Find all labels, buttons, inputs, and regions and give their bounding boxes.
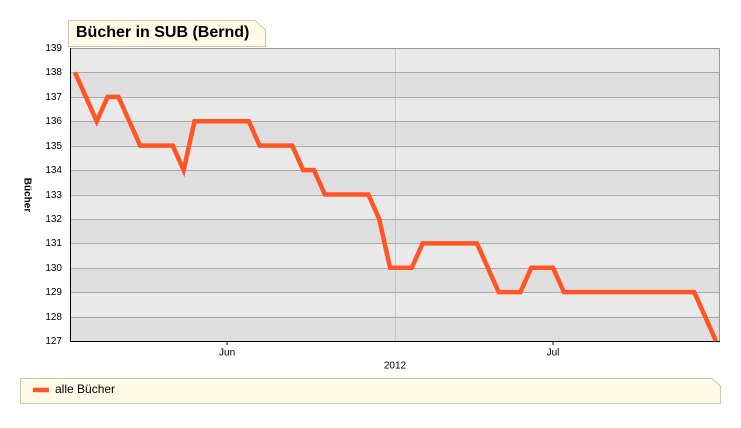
y-tick-label: 139 (45, 43, 62, 54)
y-tick-label: 132 (45, 214, 62, 225)
y-tick-label: 127 (45, 336, 62, 347)
x-tick-label: Jul (547, 348, 560, 359)
y-tick-label: 138 (45, 67, 62, 78)
y-tick-label: 131 (45, 238, 62, 249)
y-axis-label: Bücher (21, 178, 32, 213)
y-tick-label: 133 (45, 190, 62, 201)
title-tab (68, 20, 266, 47)
x-group-label: 2012 (384, 361, 407, 372)
legend-label: alle Bücher (55, 382, 115, 396)
y-tick-label: 136 (45, 116, 62, 127)
y-tick-label: 137 (45, 92, 62, 103)
data-line (72, 71, 719, 342)
y-tick-label: 134 (45, 165, 62, 176)
y-tick-label: 128 (45, 312, 62, 323)
y-tick-label: 135 (45, 141, 62, 152)
legend (20, 378, 721, 404)
chart-title: Bücher in SUB (Bernd) (76, 24, 249, 41)
x-tick-label: Jun (219, 348, 235, 359)
y-tick-label: 130 (45, 263, 62, 274)
y-tick-label: 129 (45, 287, 62, 298)
